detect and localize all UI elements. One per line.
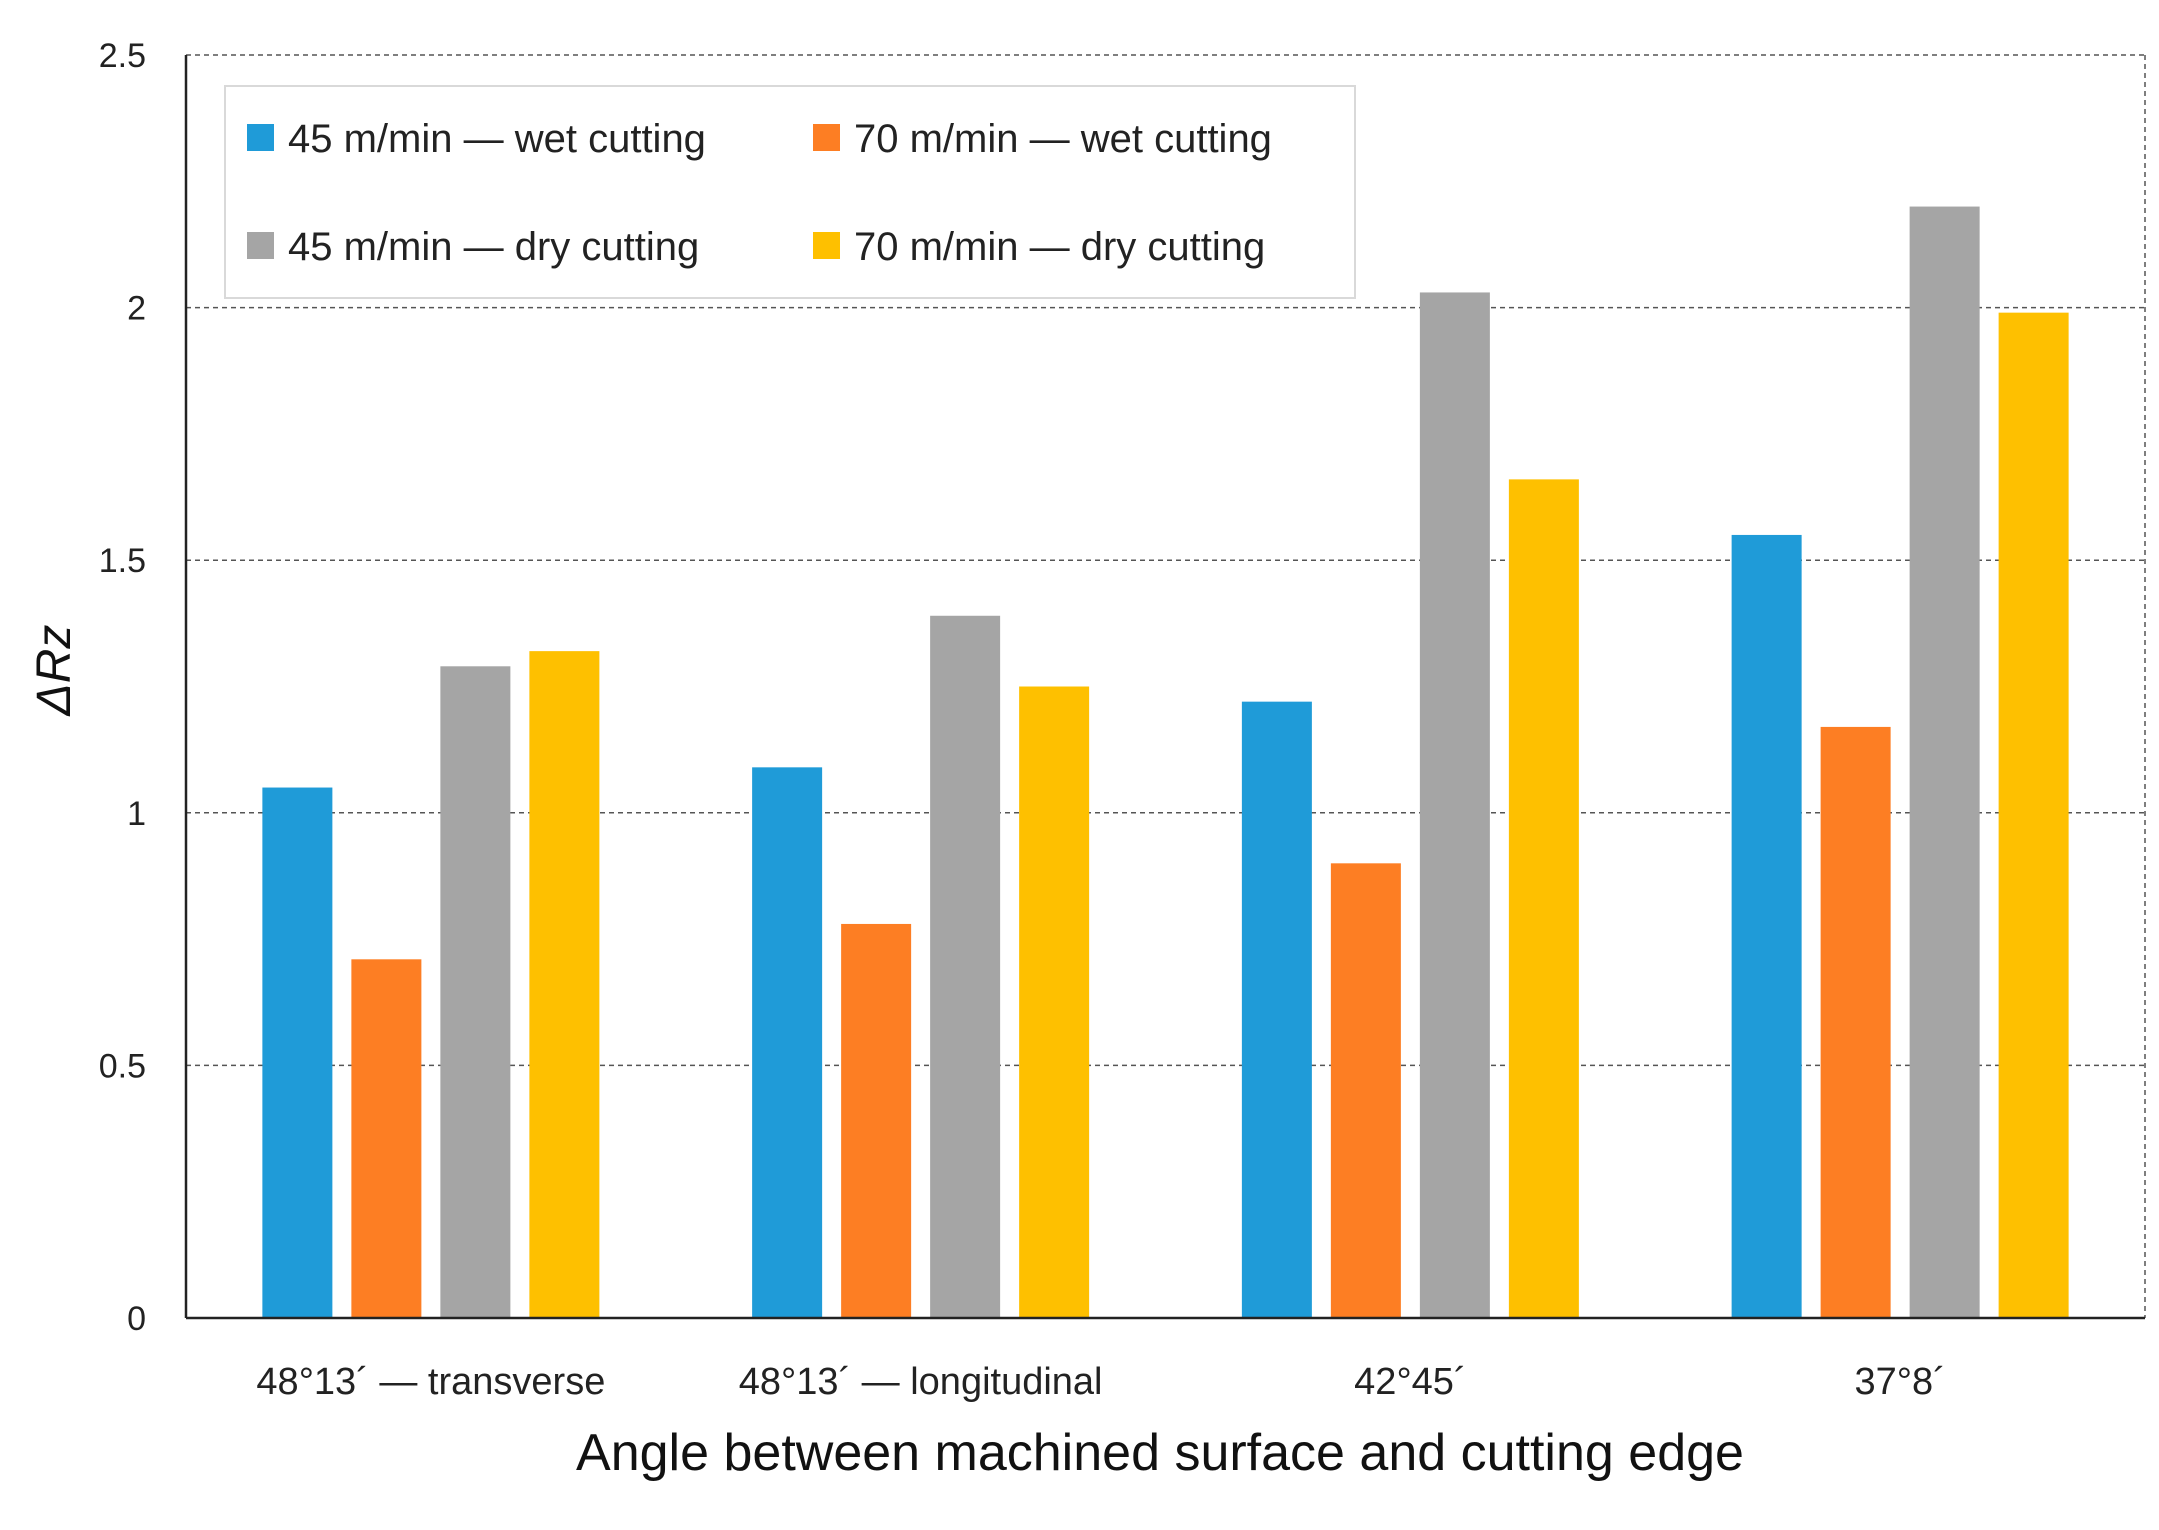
gridlines (186, 54, 2146, 1318)
bar (529, 651, 600, 1318)
legend-label: 70 m/min — wet cutting (854, 117, 1272, 161)
bar (1998, 312, 2069, 1319)
bar (351, 959, 422, 1318)
legend: 45 m/min — wet cutting 70 m/min — wet cut… (224, 85, 1356, 299)
axes (184, 55, 2145, 1320)
bar (1820, 726, 1891, 1318)
y-tick-label: 1.5 (99, 542, 146, 580)
bar (1019, 686, 1090, 1318)
legend-swatch (247, 124, 274, 151)
bar (1909, 206, 1980, 1318)
y-tick-label: 2 (127, 290, 146, 328)
x-category-label: 48°13´ — longitudinal (739, 1361, 1103, 1403)
bar (1419, 292, 1490, 1319)
category-labels: 48°13´ — transverse 48°13´ — longitudinal… (256, 1361, 1945, 1403)
legend-swatch (813, 232, 840, 259)
bar (930, 615, 1001, 1318)
bar (1330, 863, 1401, 1318)
x-category-label: 37°8´ (1854, 1361, 1945, 1403)
y-tick-label: 2.5 (99, 37, 146, 75)
legend-box (224, 85, 1356, 299)
bar (262, 787, 333, 1318)
legend-swatch (247, 232, 274, 259)
y-tick-label: 1 (127, 795, 146, 833)
bar (752, 767, 823, 1318)
bar (1241, 701, 1312, 1318)
bar (1508, 479, 1579, 1318)
legend-label: 45 m/min — wet cutting (288, 117, 706, 161)
y-tick-label: 0.5 (99, 1047, 146, 1085)
y-axis-title: ΔRz (28, 625, 81, 717)
legend-swatch (813, 124, 840, 151)
bar (440, 666, 511, 1318)
x-category-label: 42°45´ (1354, 1361, 1466, 1403)
x-category-label: 48°13´ — transverse (256, 1361, 605, 1403)
bars (262, 206, 2069, 1319)
y-tick-label: 0 (127, 1300, 146, 1338)
x-axis-title: Angle between machined surface and cutti… (576, 1424, 1744, 1482)
legend-label: 70 m/min — dry cutting (854, 225, 1265, 269)
bar (1731, 534, 1802, 1318)
legend-label: 45 m/min — dry cutting (288, 225, 699, 269)
tick-labels: 0 0.5 1 1.5 2 2.5 (99, 37, 146, 1338)
bar (841, 923, 912, 1318)
